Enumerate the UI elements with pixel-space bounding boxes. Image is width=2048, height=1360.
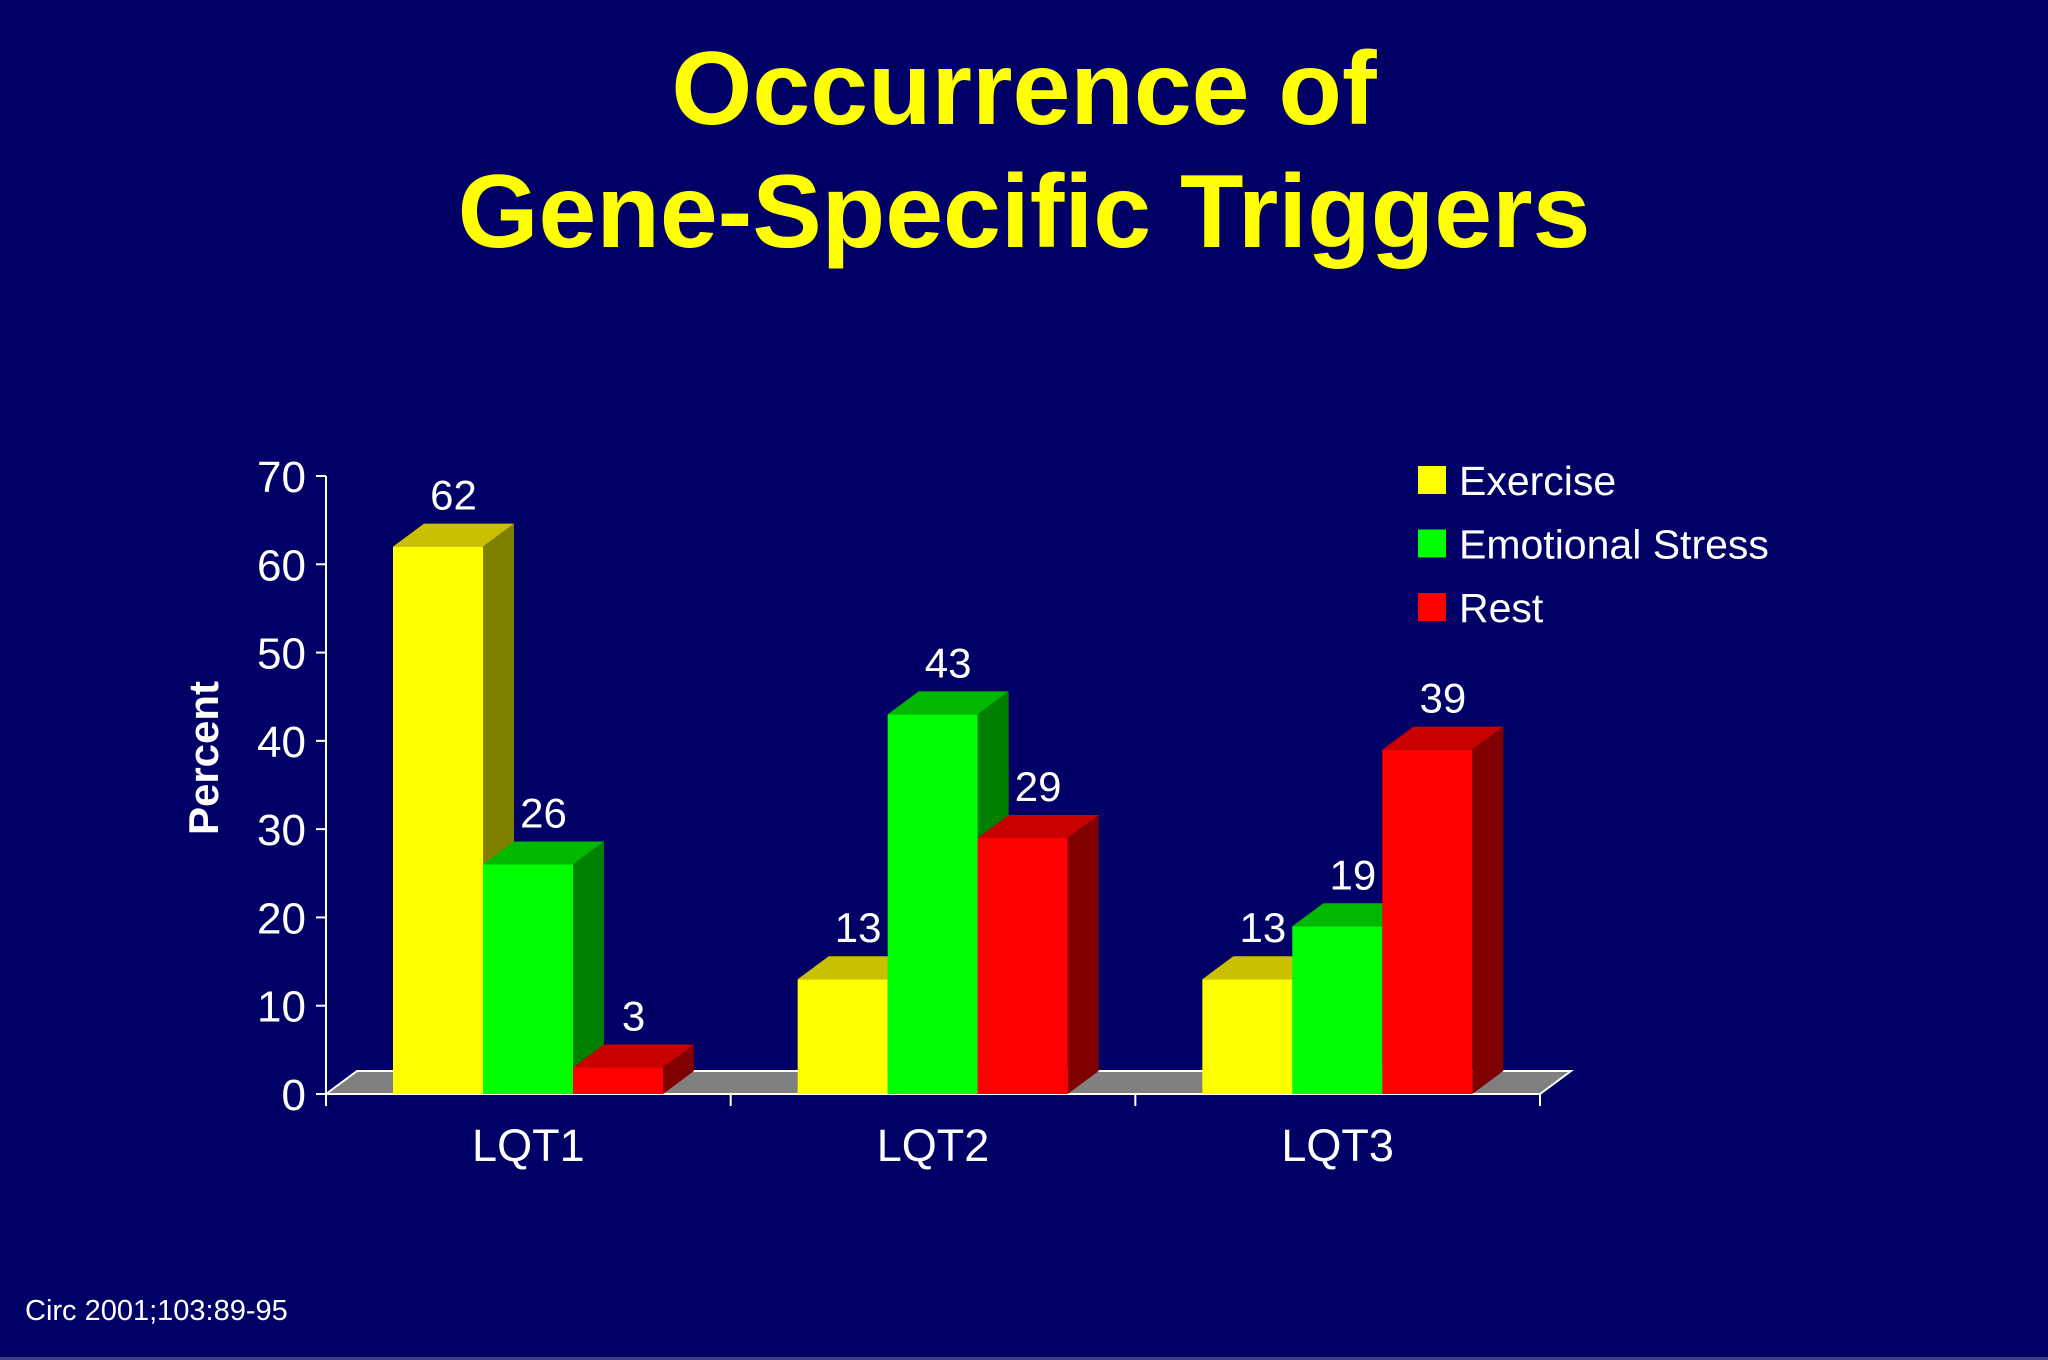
bar-side-face [1472, 726, 1504, 1094]
data-labels: 62 26 3 13 43 29 13 19 39 [430, 472, 1466, 1040]
x-category-label: LQT2 [877, 1120, 990, 1171]
chart-bars [393, 523, 1504, 1094]
x-category-label: LQT3 [1281, 1120, 1394, 1171]
legend-label: Emotional Stress [1459, 522, 1769, 568]
bar [977, 814, 1099, 1094]
bar-top-face [977, 814, 1099, 838]
bar-top-face [393, 523, 514, 547]
bar [1382, 726, 1504, 1094]
bar [393, 523, 514, 1094]
y-tick-label: 70 [257, 453, 306, 502]
bar-front-face [483, 864, 573, 1094]
chart-legend: Exercise Emotional Stress Rest [1418, 458, 1769, 631]
title-line-1: Occurrence of [671, 31, 1377, 147]
bar-front-face [573, 1067, 663, 1094]
data-label: 29 [1015, 763, 1062, 810]
y-tick-label: 30 [257, 806, 306, 855]
data-label: 26 [520, 789, 567, 836]
bar-side-face [573, 841, 604, 1094]
x-category-label: LQT1 [472, 1120, 585, 1171]
legend-label: Exercise [1459, 458, 1616, 504]
legend-item: Exercise [1418, 458, 1616, 504]
y-tick-label: 0 [282, 1071, 306, 1120]
legend-label: Rest [1459, 585, 1544, 631]
bar-top-face [1382, 726, 1504, 750]
bar-front-face [977, 837, 1068, 1094]
chart-axes: 0 10 20 30 40 50 60 70 LQT1 LQT2 LQT3 [257, 453, 1541, 1171]
bar [483, 841, 604, 1094]
bar-top-face [887, 691, 1009, 715]
bar-front-face [393, 546, 483, 1094]
data-label: 62 [430, 472, 477, 519]
slide-bottom-border [0, 1357, 2048, 1360]
bar [573, 1044, 694, 1094]
slide-title: Occurrence of Gene-Specific Triggers [0, 28, 2048, 274]
bar-front-face [887, 714, 978, 1094]
y-tick-label: 50 [257, 630, 306, 679]
y-tick-label: 60 [257, 541, 306, 590]
bar-front-face [1382, 749, 1473, 1094]
bar-top-face [483, 841, 604, 865]
bar-front-face [797, 979, 888, 1094]
legend-item: Rest [1418, 585, 1544, 631]
title-line-2: Gene-Specific Triggers [457, 154, 1591, 270]
data-label: 39 [1419, 675, 1466, 722]
data-label: 13 [1239, 904, 1286, 951]
y-tick-label: 10 [257, 983, 306, 1032]
data-label: 3 [622, 993, 645, 1040]
y-tick-label: 40 [257, 718, 306, 767]
data-label: 43 [925, 639, 972, 686]
bar-front-face [1202, 979, 1293, 1094]
legend-swatch [1418, 529, 1446, 558]
bar-top-face [573, 1044, 694, 1068]
legend-item: Emotional Stress [1418, 522, 1769, 568]
data-label: 19 [1329, 851, 1376, 898]
bar-front-face [1292, 926, 1383, 1094]
bar-side-face [663, 1044, 694, 1094]
citation: Circ 2001;103:89-95 [25, 1295, 288, 1327]
legend-swatch [1418, 466, 1446, 494]
y-tick-label: 20 [257, 894, 306, 943]
y-axis-title: Percent [180, 681, 227, 835]
legend-swatch [1418, 593, 1446, 621]
bar-side-face [1067, 814, 1099, 1094]
data-label: 13 [835, 904, 882, 951]
